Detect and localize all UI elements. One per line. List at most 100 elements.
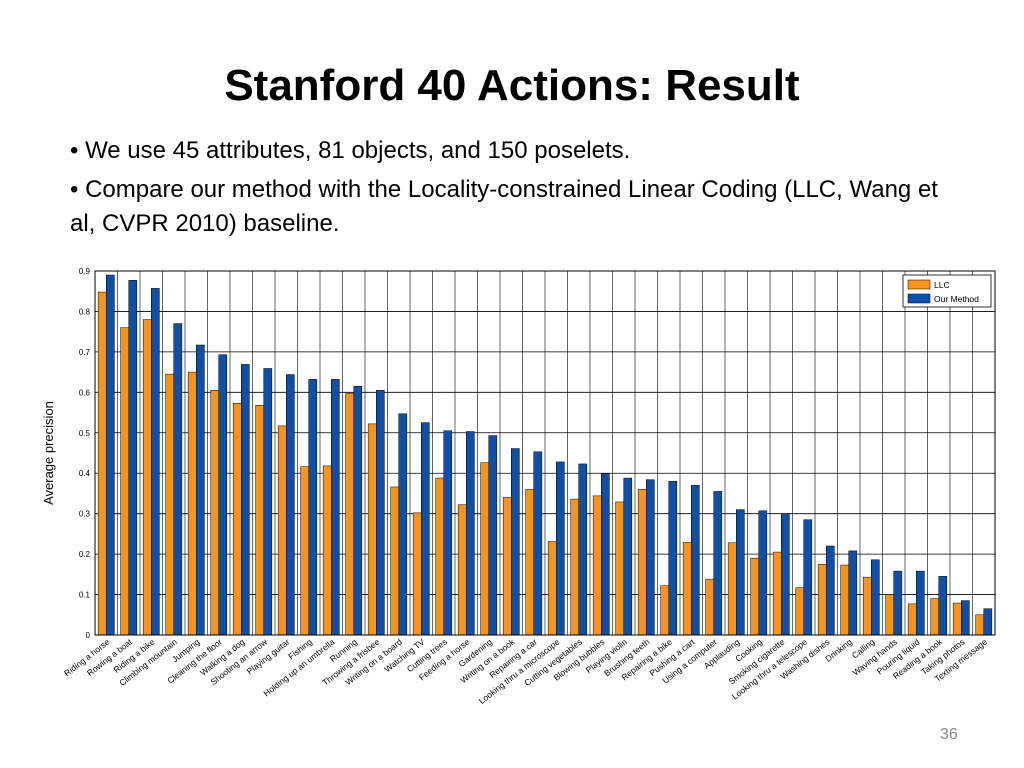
bar-our-method <box>443 430 453 636</box>
bar-our-method <box>331 379 340 636</box>
y-tick-label: 0.7 <box>79 348 91 357</box>
bar-our-method <box>758 510 768 636</box>
y-tick-label: 0.3 <box>79 510 91 519</box>
bar-llc <box>682 542 692 636</box>
legend-swatch-our-method <box>907 293 931 304</box>
bar-llc <box>772 551 782 636</box>
bar-llc <box>165 373 174 636</box>
bar-llc <box>525 489 535 636</box>
bar-our-method <box>421 422 430 636</box>
bar-llc <box>570 498 580 636</box>
slide-title: Stanford 40 Actions: Result <box>224 61 800 110</box>
bar-our-method <box>173 323 183 636</box>
bar-our-method <box>218 354 228 636</box>
y-tick-label: 0.9 <box>79 267 91 276</box>
legend-swatch-llc <box>907 279 931 290</box>
bar-our-method <box>286 374 295 636</box>
bar-our-method <box>916 570 925 636</box>
bar-llc <box>210 390 219 636</box>
bar-llc <box>840 564 850 636</box>
grid <box>95 270 995 636</box>
bar-our-method <box>893 570 903 636</box>
y-tick-label: 0 <box>86 631 91 640</box>
bar-llc <box>322 465 332 636</box>
bar-llc <box>705 578 715 636</box>
bar-our-method <box>556 461 565 636</box>
bar-llc <box>142 319 152 636</box>
bullet-comparison: • Compare our method with the Locality-c… <box>70 176 938 237</box>
bar-llc <box>615 501 625 636</box>
bullet-attributes: • We use 45 attributes, 81 objects, and … <box>70 137 631 164</box>
bar-llc <box>435 477 444 636</box>
bar-our-method <box>803 519 813 636</box>
bar-our-method <box>308 379 318 636</box>
bar-llc <box>660 585 670 636</box>
bar-our-method <box>826 545 835 636</box>
y-tick-label: 0.5 <box>79 429 91 438</box>
y-tick-label: 0.1 <box>79 591 91 600</box>
bar-llc <box>817 563 827 636</box>
y-axis-label: Average precision <box>41 401 56 505</box>
bar-llc <box>795 587 805 636</box>
bar-our-method <box>938 576 948 636</box>
y-tick-label: 0.6 <box>79 388 91 397</box>
bar-llc <box>502 497 512 636</box>
bar-our-method <box>106 274 115 636</box>
bar-llc <box>592 495 602 636</box>
bar-llc <box>412 512 422 636</box>
bar-our-method <box>376 390 385 636</box>
bar-llc <box>547 541 557 636</box>
bar-llc <box>187 371 197 636</box>
bar-llc <box>300 466 309 636</box>
bar-our-method <box>196 344 205 636</box>
bar-our-method <box>533 451 543 636</box>
bar-llc <box>952 602 962 636</box>
bar-llc <box>345 392 354 636</box>
bar-our-method <box>646 479 655 636</box>
bars <box>97 274 993 636</box>
bar-our-method <box>871 559 880 636</box>
bar-our-method <box>151 288 160 636</box>
bar-our-method <box>578 463 588 636</box>
bar-llc <box>975 614 985 636</box>
bar-our-method <box>736 509 745 636</box>
bar-our-method <box>488 435 498 636</box>
bar-our-method <box>983 608 993 636</box>
bar-our-method <box>601 473 610 636</box>
bar-our-method <box>398 413 408 636</box>
bar-llc <box>97 291 107 636</box>
bar-our-method <box>961 600 970 636</box>
y-tick-label: 0.2 <box>79 550 91 559</box>
bar-our-method <box>781 513 790 636</box>
bar-our-method <box>713 491 723 636</box>
bar-our-method <box>263 368 273 636</box>
bar-our-method <box>511 448 520 636</box>
bar-our-method <box>128 280 138 636</box>
bar-our-method <box>241 364 250 636</box>
bar-llc <box>367 423 377 636</box>
bar-our-method <box>668 481 678 636</box>
bar-our-method <box>691 485 700 636</box>
bar-llc <box>727 542 737 636</box>
bar-llc <box>862 576 872 636</box>
average-precision-bar-chart: Average precision 0 0.1 0.2 0.3 0.4 0.5 0.6 0.7… <box>41 267 996 706</box>
bar-our-method <box>848 550 858 636</box>
legend-label-our-method: Our Method <box>934 294 979 304</box>
y-tick-label: 0.4 <box>79 469 91 478</box>
plot-frame <box>94 270 996 636</box>
bar-llc <box>255 405 264 636</box>
legend-label-llc: LLC <box>934 280 950 290</box>
page-number: 36 <box>940 726 958 743</box>
bar-llc <box>637 489 647 636</box>
bar-llc <box>907 603 917 636</box>
y-tick-label: 0.8 <box>79 307 91 316</box>
bar-our-method <box>353 386 363 636</box>
legend: LLC Our Method <box>902 274 992 308</box>
bar-llc <box>232 403 242 636</box>
bar-llc <box>930 598 940 636</box>
bar-llc <box>277 425 287 636</box>
bar-llc <box>750 557 760 636</box>
bar-our-method <box>623 477 633 636</box>
bar-llc <box>885 594 895 636</box>
bar-llc <box>480 462 489 636</box>
